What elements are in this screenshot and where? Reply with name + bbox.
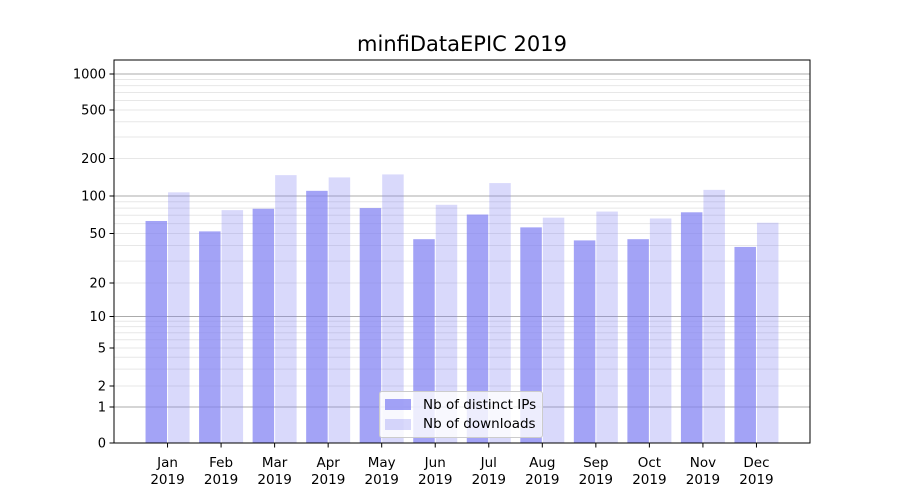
bar-ips-aug [520, 227, 542, 443]
x-tick-label-month-jul: Jul [480, 455, 497, 471]
x-tick-label-year-sep: 2019 [579, 472, 613, 488]
x-tick-label-month-aug: Aug [529, 455, 555, 471]
bar-ips-dec [734, 246, 756, 443]
y-axis-ticks: 0 1 2 5 10 20 50 100 200 500 1000 [73, 68, 114, 452]
x-tick-label-year-mar: 2019 [257, 472, 291, 488]
x-tick-label-month-oct: Oct [638, 455, 661, 471]
y-tick-label-200: 200 [81, 152, 106, 167]
bar-ips-sep [573, 240, 596, 443]
legend-row-downloads: Nb of downloads [385, 416, 537, 433]
x-tick-label-month-feb: Feb [209, 455, 233, 471]
bar-ips-oct [627, 239, 649, 443]
legend-swatch-downloads [385, 418, 411, 430]
x-tick-label-year-dec: 2019 [739, 472, 773, 488]
x-tick-label-month-dec: Dec [743, 455, 769, 471]
bar-ips-jan [145, 220, 168, 443]
plot-spines [113, 59, 811, 444]
bar-downloads-nov [703, 189, 725, 443]
y-tick-label-50: 50 [89, 227, 106, 242]
x-tick-label-year-jan: 2019 [150, 472, 184, 488]
bar-ips-feb [199, 231, 221, 443]
bars [145, 174, 779, 444]
y-tick-label-10: 10 [89, 310, 106, 325]
legend: Nb of distinct IPs Nb of downloads [379, 391, 543, 438]
y-tick-label-2: 2 [98, 380, 106, 395]
bar-downloads-mar [275, 175, 297, 443]
x-tick-label-year-oct: 2019 [632, 472, 666, 488]
x-tick-label-month-apr: Apr [316, 455, 340, 471]
x-tick-label-month-mar: Mar [262, 455, 288, 471]
bar-downloads-apr [328, 177, 351, 443]
bar-downloads-jul [489, 183, 511, 444]
x-tick-label-year-jun: 2019 [418, 472, 452, 488]
x-axis-ticks: Jan2019Feb2019Mar2019Apr2019May2019Jun20… [150, 443, 774, 488]
bar-downloads-may [382, 174, 404, 443]
y-tick-label-5: 5 [98, 342, 106, 357]
bar-downloads-sep [596, 211, 618, 443]
legend-row-distinct-ips: Nb of distinct IPs [385, 396, 537, 413]
bar-ips-nov [680, 212, 703, 443]
x-tick-label-month-jun: Jun [424, 455, 446, 471]
x-tick-label-year-apr: 2019 [311, 472, 345, 488]
bar-downloads-feb [221, 210, 244, 443]
legend-label-downloads: Nb of downloads [423, 416, 536, 433]
y-tick-label-0: 0 [98, 437, 106, 452]
x-tick-label-year-nov: 2019 [686, 472, 720, 488]
legend-label-distinct-ips: Nb of distinct IPs [423, 396, 537, 413]
bar-ips-apr [306, 190, 328, 443]
x-tick-label-month-may: May [368, 455, 396, 471]
axes [113, 59, 811, 444]
x-tick-label-month-nov: Nov [690, 455, 716, 471]
x-tick-label-year-feb: 2019 [204, 472, 238, 488]
y-tick-label-100: 100 [81, 190, 106, 205]
bar-ips-mar [252, 208, 275, 443]
bar-ips-jul [466, 214, 489, 443]
y-tick-label-500: 500 [81, 104, 106, 119]
bar-downloads-oct [649, 218, 672, 443]
chart-title: minfiDataEPIC 2019 [357, 32, 567, 56]
x-tick-label-month-sep: Sep [583, 455, 608, 471]
bar-downloads-jan [168, 192, 190, 443]
legend-swatch-distinct-ips [385, 399, 411, 411]
x-tick-label-year-aug: 2019 [525, 472, 559, 488]
bar-ips-may [359, 208, 382, 443]
x-tick-label-month-jan: Jan [156, 455, 178, 471]
bar-downloads-jun [435, 204, 458, 443]
y-tick-label-20: 20 [89, 277, 106, 292]
bar-downloads-dec [756, 222, 779, 443]
y-tick-label-1: 1 [98, 401, 106, 416]
bar-downloads-aug [542, 217, 565, 443]
x-tick-label-year-may: 2019 [365, 472, 399, 488]
y-tick-label-1000: 1000 [73, 68, 106, 83]
x-tick-label-year-jul: 2019 [472, 472, 506, 488]
